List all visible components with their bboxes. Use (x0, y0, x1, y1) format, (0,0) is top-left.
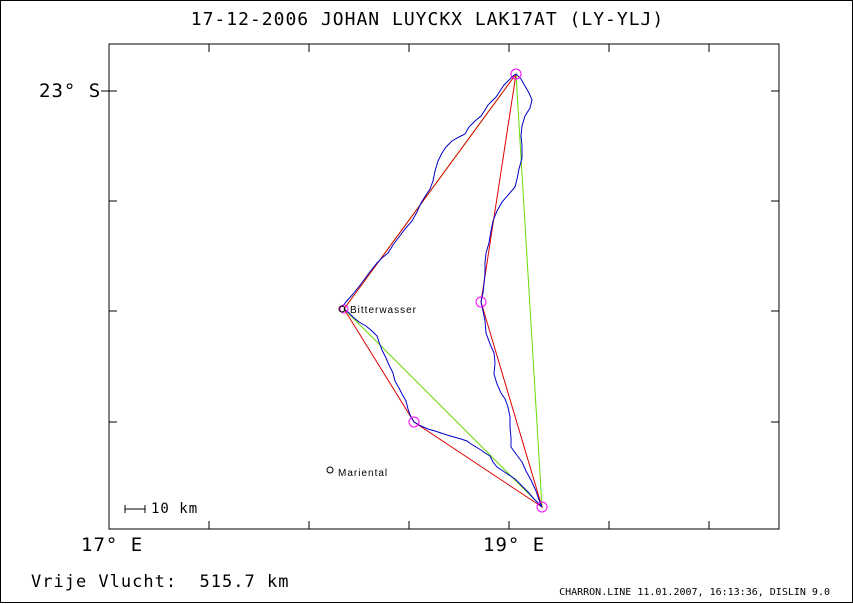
free-flight-value: 515.7 km (199, 572, 290, 592)
turnpoint-middle-marker (475, 296, 487, 308)
turnpoint-north-marker (510, 68, 522, 80)
free-flight-triangle-green (343, 72, 543, 509)
place-label-bitterwasser: Bitterwasser (350, 305, 418, 316)
longitude-label-17e: 17° E (81, 534, 144, 556)
longitude-label-19e: 19° E (483, 534, 546, 556)
axis-ticks (101, 44, 779, 529)
free-flight-label: Vrije Vlucht: (31, 572, 178, 592)
plot-footer: CHARRON.LINE 11.01.2007, 16:13:36, DISLI… (559, 587, 830, 598)
bitterwasser-airfield-symbol (338, 305, 346, 313)
mariental-town-symbol (326, 466, 334, 474)
place-label-mariental: Mariental (338, 468, 389, 479)
free-flight-distance: Vrije Vlucht: 515.7 km (31, 572, 289, 592)
turnpoint-southwest-marker (408, 416, 420, 428)
scale-bar (124, 505, 146, 513)
task-route-red (343, 73, 543, 509)
latitude-label-23s: 23° S (39, 80, 102, 102)
gps-track (341, 73, 543, 508)
start-finish-marker (339, 304, 349, 314)
turnpoint-south-marker (536, 501, 548, 513)
map-frame (108, 43, 780, 530)
flight-title: 17-12-2006 JOHAN LUYCKX LAK17AT (LY-YLJ) (190, 9, 665, 30)
scale-bar-label: 10 km (151, 501, 199, 517)
